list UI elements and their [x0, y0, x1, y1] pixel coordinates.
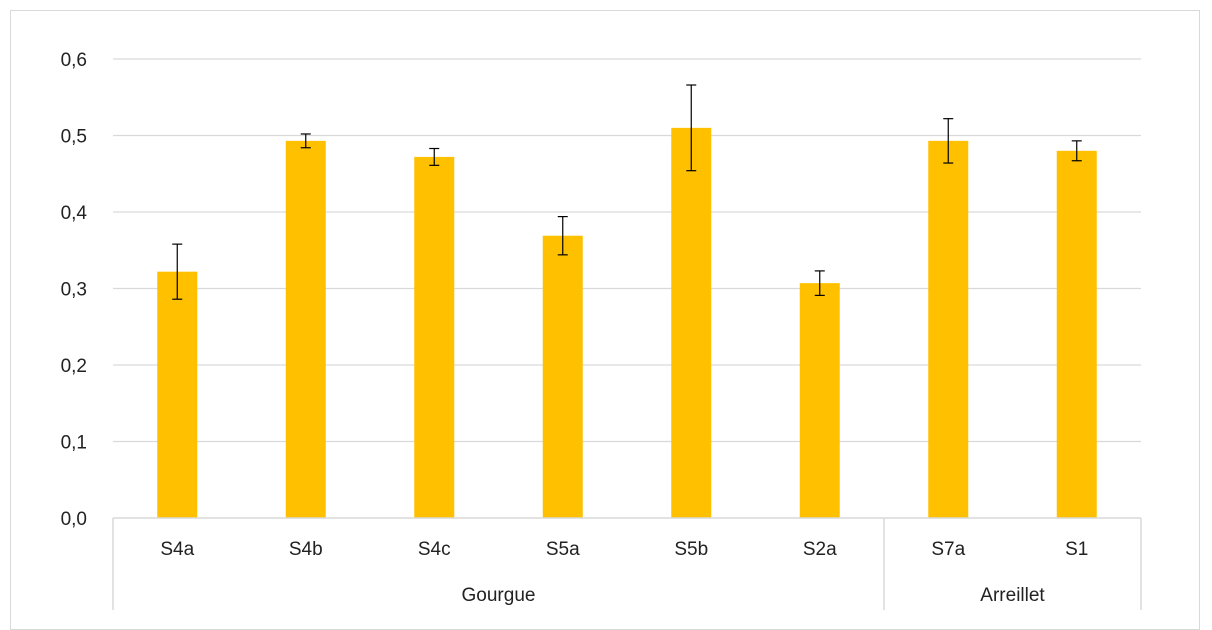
x-category-label: S7a	[931, 539, 965, 560]
x-category-label: S5b	[674, 539, 708, 560]
y-tick-label: 0,5	[61, 127, 87, 148]
error-bar-s2a	[814, 270, 825, 296]
x-category-label: S4b	[289, 539, 323, 560]
gridlines	[113, 58, 1141, 443]
bar-s4c	[414, 156, 455, 519]
bar-s7a	[928, 140, 969, 519]
bars	[157, 127, 1097, 519]
x-category-label: S4c	[418, 539, 451, 560]
error-bars	[172, 84, 1082, 300]
bar-s4b	[285, 140, 326, 519]
x-category-label: S2a	[803, 539, 837, 560]
error-bar-s5b	[686, 84, 697, 172]
y-axis-ticks: 0,0 0,1 0,2 0,3 0,4 0,5 0,6	[61, 50, 88, 530]
y-tick-label: 0,3	[61, 280, 87, 301]
error-bar-s1	[1071, 140, 1082, 162]
x-category-label: S5a	[546, 539, 580, 560]
y-tick-label: 0,0	[61, 509, 87, 530]
y-tick-label: 0,6	[61, 50, 87, 71]
x-category-label: S1	[1065, 539, 1088, 560]
error-bar-s4c	[429, 147, 440, 166]
x-group-label: Gourgue	[462, 585, 536, 606]
bar-s5a	[542, 235, 583, 518]
bar-s2a	[799, 283, 840, 518]
y-tick-label: 0,1	[61, 433, 87, 454]
error-bar-s4a	[172, 243, 183, 300]
bar-chart: 0,0 0,1 0,2 0,3 0,4 0,5 0,6 S4a S4b S4c S5a S5b S2a…	[61, 50, 1142, 610]
bar-s5b	[671, 127, 712, 518]
x-category-label: S4a	[160, 539, 194, 560]
error-bar-s7a	[943, 118, 954, 164]
x-axis-groups: Gourgue Arreillet	[112, 518, 1142, 610]
x-group-label: Arreillet	[980, 585, 1045, 606]
x-axis-categories: S4a S4b S4c S5a S5b S2a S7a S1	[160, 539, 1088, 560]
y-tick-label: 0,4	[61, 203, 88, 224]
error-bar-s5a	[557, 215, 568, 256]
bar-s4a	[157, 271, 198, 518]
y-tick-label: 0,2	[61, 356, 87, 377]
bar-s1	[1056, 150, 1097, 519]
error-bar-s4b	[300, 133, 311, 149]
